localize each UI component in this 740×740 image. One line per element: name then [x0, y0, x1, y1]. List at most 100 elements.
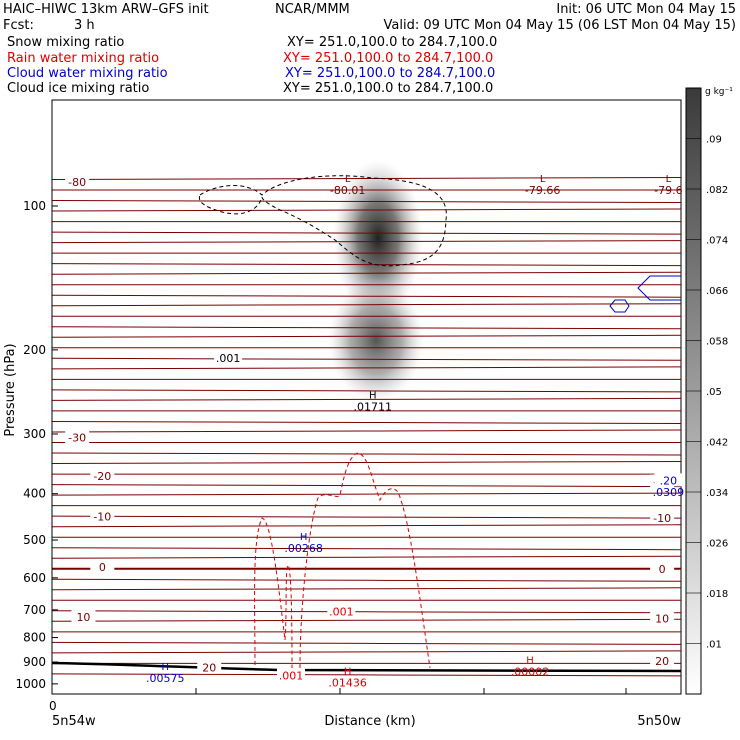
isotherm-line: [52, 189, 681, 191]
isotherm-line: [52, 378, 681, 381]
isotherm-line: [52, 315, 681, 317]
header: HAIC–HIWC 13km ARW–GFS init NCAR/MMM Ini…: [0, 0, 740, 100]
isotherm-line: [52, 555, 681, 559]
model-title: HAIC–HIWC 13km ARW–GFS init: [3, 2, 209, 17]
field-xy-snow: XY= 251.0,100.0 to 284.7,100.0: [287, 35, 498, 50]
field-name-cloud-ice: Cloud ice mixing ratio: [7, 81, 150, 96]
isotherm-label: 0: [99, 561, 106, 574]
isotherm-line: [52, 303, 681, 307]
x-axis-title: Distance (km): [324, 714, 415, 729]
temp-low-marker: L: [345, 174, 351, 185]
isotherm-line: [52, 473, 681, 475]
init-time: Init: 06 UTC Mon 04 May 15: [556, 2, 736, 17]
label-knockout: [650, 562, 675, 576]
y-tick-label: 400: [23, 487, 46, 501]
isotherm-label: 10: [655, 613, 669, 626]
center-label: NCAR/MMM: [275, 2, 350, 17]
cloud-water-high-marker: H: [161, 662, 169, 673]
isotherm-line: [52, 294, 681, 298]
temp-low-value: -79.66: [525, 184, 560, 197]
label-knockout: [65, 174, 90, 188]
isotherm-label: -20: [93, 470, 111, 483]
isotherm-line: [52, 452, 681, 456]
isotherm-label: 20: [655, 655, 669, 668]
colorbar-tick-label: .042: [706, 438, 728, 449]
y-tick-label: 500: [23, 533, 46, 547]
plot-area: -80-30-20-1001020-20-1001020L-80.01L-79.…: [51, 99, 684, 695]
isotherm-line: [52, 389, 681, 393]
colorbar-tick-label: .034: [706, 488, 728, 499]
field-name-cloud-water: Cloud water mixing ratio: [7, 66, 168, 81]
isotherm-line: [52, 283, 681, 286]
valid-time: Valid: 09 UTC Mon 04 May 15 (06 LST Mon …: [383, 18, 736, 33]
rain-contour-label: .001: [279, 669, 304, 682]
label-knockout: [71, 610, 96, 624]
isotherm-label: 0: [659, 563, 666, 576]
label-knockout: [197, 660, 222, 674]
isotherm-line: [52, 578, 681, 582]
ice-high-value: .01711: [354, 400, 393, 413]
cloud-water-high-value: .00268: [284, 542, 323, 555]
isotherm-line: [52, 334, 681, 338]
label-knockout: [214, 351, 243, 365]
isotherm-line: [52, 366, 681, 370]
snow-max-upper: [333, 160, 423, 316]
colorbar-unit: g kg⁻¹: [705, 87, 733, 97]
y-tick-label: 100: [23, 199, 46, 213]
isotherm-line: [52, 567, 681, 570]
cloud-water-high-value: .00575: [146, 672, 185, 685]
fcst-label: Fcst:: [3, 18, 34, 33]
isotherm-line: [52, 326, 681, 330]
rain-high-marker: H: [344, 666, 352, 677]
label-knockout: [90, 509, 115, 523]
isotherm-label: -80: [68, 176, 86, 189]
y-tick-label: 600: [23, 571, 46, 585]
isotherm-line: [52, 252, 681, 254]
colorbar-tick-label: .074: [706, 236, 728, 247]
isotherm-line: [52, 421, 681, 424]
field-xy-cloud-water: XY= 251.0,100.0 to 284.7,100.0: [285, 66, 496, 81]
contour-labels: -80-30-20-1001020-20-1001020L-80.01L-79.…: [65, 174, 684, 689]
label-knockout: [650, 653, 675, 667]
label-knockout: [90, 560, 115, 574]
x-axis: 0 5n54w 5n50w Distance (km): [49, 688, 681, 729]
isotherm-line: [52, 429, 681, 433]
label-knockout: [90, 468, 115, 482]
snow-max-lower: [328, 278, 424, 402]
isotherm-line: [52, 650, 681, 654]
field-name-snow: Snow mixing ratio: [7, 35, 125, 50]
y-tick-label: 300: [23, 427, 46, 441]
label-knockout: [654, 473, 683, 487]
ice-contour-label: .001: [216, 352, 241, 365]
cloud-water-contour-label: .20: [660, 474, 678, 487]
temp-low-marker: L: [666, 174, 672, 185]
y-tick-label: 700: [23, 603, 46, 617]
rain-high-marker: H: [526, 655, 534, 666]
y-tick-label: 900: [23, 655, 46, 669]
isotherm-line: [52, 208, 681, 212]
rain-contour-label: .001: [329, 605, 354, 618]
isotherm-label: 20: [202, 662, 216, 675]
terrain-line: [52, 661, 681, 673]
isotherm-line: [52, 610, 681, 614]
temp-low-value: -79.6: [654, 184, 682, 197]
colorbar-tick-label: .09: [706, 135, 722, 146]
isotherm-line: [52, 176, 681, 181]
temp-low-value: -80.01: [330, 184, 365, 197]
cloud-water-high-value: .0309: [653, 486, 685, 499]
label-knockout: [65, 430, 90, 444]
cloud-water-contour-edge: [637, 275, 681, 301]
colorbar-tick-label: .082: [706, 185, 728, 196]
temp-low-marker: L: [540, 174, 546, 185]
field-name-rain: Rain water mixing ratio: [7, 51, 160, 66]
label-knockout: [277, 668, 306, 682]
cloud-water-contour-right: [609, 299, 630, 313]
isotherm-line: [52, 410, 681, 412]
isotherm-label: -30: [68, 431, 86, 444]
isotherm-line: [52, 599, 681, 602]
isotherm-line: [52, 347, 681, 349]
fcst-value: 3 h: [74, 18, 95, 33]
isotherm-line: [52, 200, 681, 203]
y-tick-label: 1000: [15, 677, 46, 691]
colorbar-tick-label: .01: [706, 640, 722, 651]
